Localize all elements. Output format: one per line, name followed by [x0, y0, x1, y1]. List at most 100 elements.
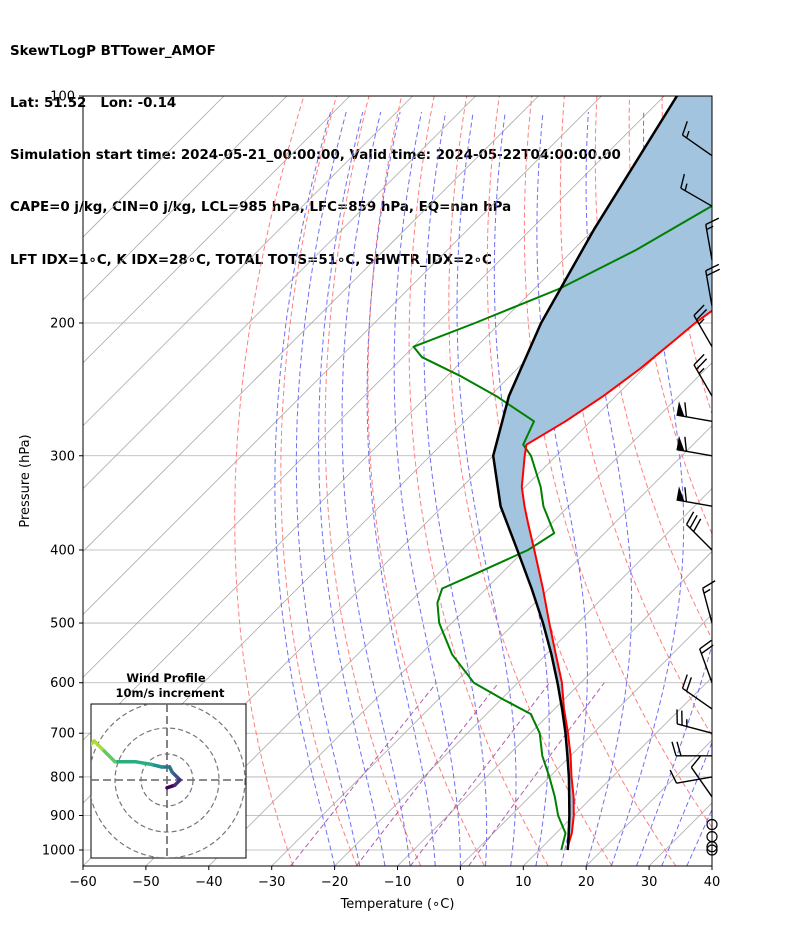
wind-barb [706, 844, 718, 856]
dry-adiabat [727, 96, 794, 866]
y-tick-label: 800 [50, 770, 75, 785]
wind-barb [693, 304, 713, 348]
dry-adiabat [559, 96, 712, 737]
hodograph-trace-segment [134, 760, 154, 767]
dry-adiabat [280, 96, 358, 866]
dry-adiabat [523, 96, 712, 829]
index-line: LFT IDX=1∘C, K IDX=28∘C, TOTAL TOTS=51∘C… [10, 252, 492, 268]
hodograph-trace-segment [91, 739, 96, 747]
wind-barb [706, 818, 718, 831]
wind-barb [705, 263, 721, 307]
x-tick-label: −30 [258, 875, 285, 890]
moist-adiabat [341, 111, 411, 866]
isotherm-gridline [208, 362, 712, 866]
x-tick-label: 30 [641, 875, 658, 890]
y-tick-label: 300 [50, 449, 75, 464]
time-line: Simulation start time: 2024-05-21_00:00:… [10, 148, 621, 164]
isotherm-gridline [145, 299, 712, 866]
dry-adiabat [760, 96, 794, 866]
isotherm-gridline [711, 865, 712, 866]
y-tick-label: 1000 [42, 844, 75, 859]
isotherm-gridline [83, 96, 665, 678]
x-tick-label: −60 [69, 875, 96, 890]
wind-barb [693, 353, 713, 397]
wind-barb [706, 831, 718, 843]
isotherm-gridline [523, 676, 712, 866]
wind-barb [676, 709, 713, 734]
hodograph-trace-segment [149, 762, 164, 769]
dry-adiabat [408, 96, 549, 866]
x-tick-label: 20 [578, 875, 595, 890]
hodograph-ring [91, 704, 246, 858]
x-tick-label: −20 [321, 875, 348, 890]
isotherm-gridline [83, 96, 351, 364]
isotherm-gridline [334, 488, 712, 866]
x-axis-label: Temperature (∘C) [340, 897, 455, 912]
y-tick-label: 500 [50, 617, 75, 632]
x-tick-label: −10 [384, 875, 411, 890]
x-tick-label: 10 [515, 875, 532, 890]
moist-adiabat [295, 111, 361, 866]
y-tick-label: 100 [50, 90, 75, 105]
hodograph-trace-segment [92, 739, 104, 751]
x-tick-label: 40 [704, 875, 721, 890]
y-tick-label: 700 [50, 727, 75, 742]
y-tick-label: 900 [50, 809, 75, 824]
chart-header: SkewTLogP BTTower_AMOF Lat: 51.52 Lon: -… [10, 8, 621, 287]
mixing-ratio-line [409, 682, 550, 866]
moist-adiabat [393, 111, 461, 866]
isotherm-gridline [397, 550, 712, 866]
dewpoint-profile-line [412, 204, 712, 851]
isotherm-gridline [83, 96, 476, 490]
dry-adiabat [367, 96, 485, 866]
isotherm-gridline [271, 425, 712, 866]
temperature-profile-line [520, 309, 712, 851]
wind-barb [685, 511, 713, 551]
wind-barb [671, 741, 712, 757]
moist-adiabat [636, 112, 712, 866]
cin-shaded-area [493, 96, 712, 850]
isotherm-gridline [83, 96, 225, 238]
wind-barb [669, 769, 713, 784]
isotherm-gridline [83, 96, 413, 427]
y-axis-label: Pressure (hPa) [18, 434, 33, 527]
wind-barb [676, 401, 713, 422]
dry-adiabat [448, 96, 613, 866]
dry-adiabat [486, 96, 677, 866]
hodograph-title: Wind Profile [126, 671, 206, 685]
hodograph-subtitle: 10m/s increment [116, 686, 225, 700]
parcel-profile-line [491, 96, 678, 851]
moist-adiabat [366, 111, 436, 866]
wind-barb [690, 755, 713, 798]
plot-area [83, 96, 794, 866]
moist-adiabat [493, 111, 550, 866]
mixing-ratio-line [468, 682, 605, 866]
wind-barb [680, 173, 713, 207]
isotherm-gridline [83, 96, 288, 301]
isotherm-gridline [460, 613, 712, 866]
dry-adiabat [234, 96, 305, 866]
moist-adiabat [274, 111, 336, 866]
moist-adiabat [456, 111, 517, 866]
y-tick-label: 600 [50, 676, 75, 691]
wind-barb [676, 435, 713, 457]
mixing-ratio-line [355, 682, 499, 866]
isotherm-gridline [83, 96, 602, 615]
x-tick-label: −40 [195, 875, 222, 890]
wind-barb [681, 674, 713, 710]
isotherm-gridline [83, 96, 539, 553]
x-tick-label: −50 [132, 875, 159, 890]
chart-title: SkewTLogP BTTower_AMOF [10, 43, 216, 59]
wind-barb [676, 486, 713, 507]
y-tick-label: 400 [50, 543, 75, 558]
x-tick-label: 0 [456, 875, 464, 890]
wind-barb [699, 639, 714, 683]
moist-adiabat [536, 111, 588, 866]
location-line: Lat: 51.52 Lon: -0.14 [10, 96, 177, 112]
moist-adiabat [585, 111, 633, 866]
hodograph-trace-segment [100, 747, 117, 764]
wind-barb [681, 121, 713, 157]
moist-adiabat [686, 808, 712, 866]
